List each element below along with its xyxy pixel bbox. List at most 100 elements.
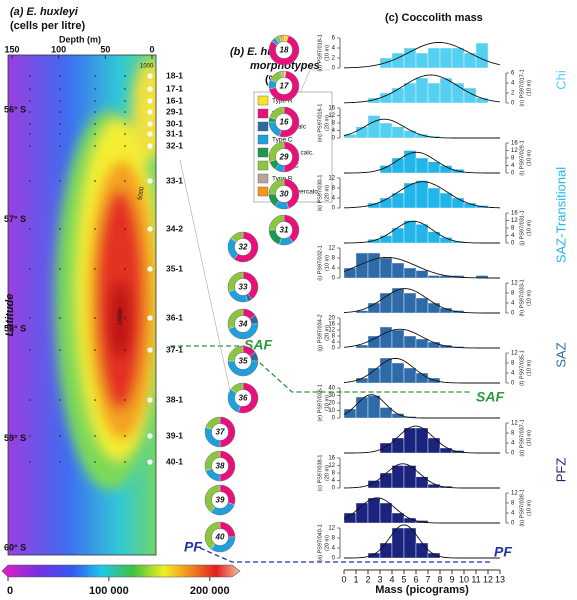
x-tick-label: 9	[449, 574, 454, 584]
hist-depth: (10 m)	[324, 45, 330, 61]
pie-outline	[227, 308, 259, 340]
latitude-label: 57° S	[4, 214, 26, 224]
y-tick-label: 30	[328, 393, 335, 399]
hist-depth: (10 m)	[324, 395, 330, 411]
fit-curve	[344, 74, 501, 104]
hist-bar	[415, 52, 429, 69]
x-tick-label: 7	[425, 574, 430, 584]
hist-bar	[427, 161, 441, 174]
legend-swatch	[257, 147, 269, 158]
depth-tick-label: 50	[100, 44, 110, 54]
sample-dot	[29, 399, 31, 401]
hist-bar	[427, 484, 441, 489]
hist-bar	[391, 329, 405, 349]
y-tick-label: 6	[332, 36, 336, 42]
depth-label: Depth (m)	[59, 34, 101, 44]
y-tick-label: 12	[511, 351, 518, 357]
hist-bar	[415, 77, 429, 104]
y-tick-label: 4	[332, 546, 336, 552]
y-tick-label: 0	[511, 311, 515, 317]
hist-bar	[379, 326, 393, 349]
y-tick-label: 8	[332, 256, 336, 262]
panel-c-title: (c) Coccolith mass	[385, 12, 483, 24]
pie-outline	[227, 231, 259, 263]
hist-depth: (20 m)	[324, 465, 330, 481]
sample-dot	[124, 75, 126, 77]
colorbar-label: 100 000	[89, 585, 129, 597]
hist-bar	[415, 338, 429, 349]
y-tick-label: 0	[332, 136, 336, 142]
hist-depth: (10 m)	[526, 500, 532, 516]
sample-dot	[124, 100, 126, 102]
station-label: 39-1	[166, 430, 183, 440]
hist-depth: (10 m)	[324, 255, 330, 271]
sample-dot	[124, 228, 126, 230]
sample-dot	[29, 180, 31, 182]
hist-bar	[379, 472, 393, 489]
sample-dot	[124, 145, 126, 147]
pie-outline	[204, 416, 236, 448]
pie-label: 33	[239, 283, 248, 292]
zone-label: Chi	[553, 70, 568, 90]
sample-dot	[29, 268, 31, 270]
x-axis-label: Mass (picograms)	[375, 584, 469, 596]
hist-bar	[391, 52, 405, 69]
station-label: 35-1	[166, 263, 183, 273]
pie-outline	[268, 106, 300, 138]
front-label: PF	[494, 544, 512, 560]
hist-depth: (20 m)	[324, 325, 330, 341]
x-tick-label: 13	[495, 574, 505, 584]
hist-bar	[415, 476, 429, 489]
x-tick-label: 12	[483, 574, 493, 584]
y-tick-label: 8	[511, 361, 515, 367]
hist-bar	[415, 157, 429, 174]
hist-bar	[403, 427, 417, 454]
y-tick-label: 12	[328, 526, 335, 532]
station-dot	[147, 433, 153, 439]
fit-curve	[343, 394, 500, 419]
y-tick-label: 16	[511, 141, 518, 147]
sample-dot	[29, 145, 31, 147]
sample-dot	[94, 180, 96, 182]
hist-bar	[403, 367, 417, 384]
y-tick-label: 4	[511, 441, 515, 447]
leader-line	[179, 159, 233, 401]
pie-label: 17	[280, 82, 289, 91]
hist-depth: (10 m)	[526, 150, 532, 166]
pie-label: 34	[239, 320, 248, 329]
pie-label: 38	[216, 462, 225, 471]
hist-id: (i) PS97/032-1	[317, 245, 323, 280]
y-tick-label: 8	[511, 431, 515, 437]
y-tick-label: 4	[332, 46, 336, 52]
hist-id: (j) PS97/031-1	[519, 210, 525, 245]
pie-outline	[268, 214, 300, 246]
hist-bar	[403, 292, 417, 314]
station-dot	[147, 226, 153, 232]
station-dot	[147, 86, 153, 92]
legend-swatch	[257, 160, 269, 171]
y-tick-label: 0	[332, 486, 336, 492]
sample-dot	[59, 228, 61, 230]
pie-label: 16	[280, 118, 289, 127]
fit-curve	[344, 425, 500, 454]
station-dot	[147, 178, 153, 184]
pie-center	[234, 278, 252, 296]
panel-a-subtitle: (cells per litre)	[10, 20, 86, 32]
station-label: 16-1	[166, 95, 183, 105]
station-label: 38-1	[166, 394, 183, 404]
y-tick-label: 16	[511, 211, 518, 217]
sample-dot	[94, 349, 96, 351]
sample-dot	[94, 123, 96, 125]
y-tick-label: 4	[332, 266, 336, 272]
y-tick-label: 16	[328, 456, 335, 462]
hist-bar	[403, 130, 417, 139]
y-tick-label: 0	[332, 66, 336, 72]
y-tick-label: 16	[328, 322, 335, 328]
y-tick-label: 4	[511, 233, 515, 239]
hist-id: (a) PS97/040-1	[317, 524, 323, 561]
front-label: SAF	[476, 389, 504, 405]
hist-bar	[391, 465, 405, 489]
y-tick-label: 4	[511, 163, 515, 169]
x-tick-label: 0	[341, 574, 346, 584]
